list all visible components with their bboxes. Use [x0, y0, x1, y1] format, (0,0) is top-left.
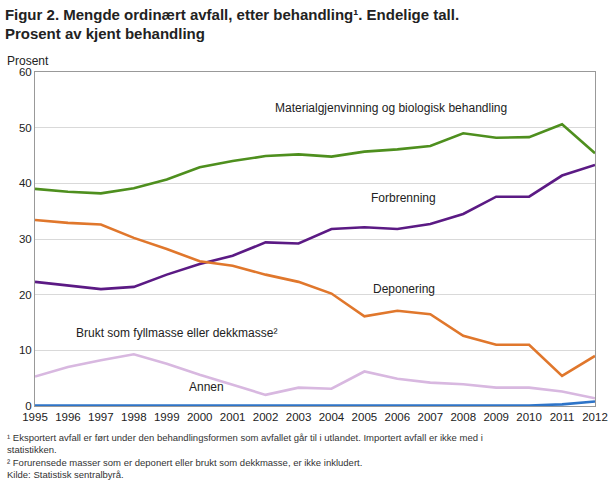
svg-text:2001: 2001	[220, 411, 246, 423]
svg-text:2005: 2005	[352, 411, 378, 423]
svg-text:1998: 1998	[121, 411, 147, 423]
svg-text:2000: 2000	[187, 411, 213, 423]
svg-text:2002: 2002	[253, 411, 279, 423]
svg-text:20: 20	[19, 289, 32, 301]
svg-text:2010: 2010	[516, 411, 542, 423]
svg-text:1999: 1999	[154, 411, 180, 423]
svg-text:2009: 2009	[483, 411, 509, 423]
svg-text:1997: 1997	[88, 411, 114, 423]
svg-text:¹ Eksportert avfall er ført un: ¹ Eksportert avfall er ført under den be…	[7, 432, 483, 480]
svg-text:2008: 2008	[450, 411, 476, 423]
svg-text:Brukt som fyllmasse eller dekk: Brukt som fyllmasse eller dekkmasse²	[76, 326, 277, 340]
svg-text:30: 30	[19, 233, 32, 245]
svg-text:10: 10	[19, 344, 32, 356]
svg-text:2004: 2004	[319, 411, 345, 423]
svg-text:Forbrenning: Forbrenning	[371, 191, 436, 205]
svg-text:Annen: Annen	[189, 380, 224, 394]
svg-text:2003: 2003	[286, 411, 312, 423]
svg-text:40: 40	[19, 177, 32, 189]
svg-text:Figur 2. Mengde ordinært avfal: Figur 2. Mengde ordinært avfall, etter b…	[5, 6, 459, 43]
svg-text:50: 50	[19, 122, 32, 134]
svg-text:2012: 2012	[582, 411, 608, 423]
svg-text:Materialgjenvinning og biologi: Materialgjenvinning og biologisk behandl…	[275, 101, 507, 115]
svg-text:2006: 2006	[385, 411, 411, 423]
svg-text:0: 0	[25, 400, 31, 412]
svg-text:2011: 2011	[550, 411, 575, 423]
svg-text:1995: 1995	[22, 411, 48, 423]
svg-text:Prosent: Prosent	[7, 54, 49, 68]
svg-text:1996: 1996	[55, 411, 81, 423]
svg-text:60: 60	[19, 66, 32, 78]
svg-text:Deponering: Deponering	[373, 282, 435, 296]
svg-text:2007: 2007	[417, 411, 443, 423]
